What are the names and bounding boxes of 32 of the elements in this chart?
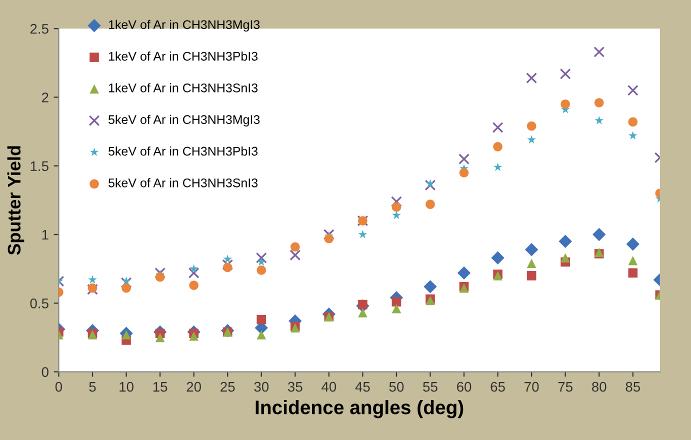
y-tick-label: 0.5 (30, 298, 48, 308)
y-tick-label: 1.5 (30, 161, 48, 172)
x-tick-label: 55 (423, 382, 438, 392)
legend-label: 5keV of Ar in CH3NH3SnI3 (108, 178, 258, 188)
x-tick-label: 15 (153, 382, 168, 392)
x-tick-label: 40 (322, 382, 336, 392)
x-tick-label: 45 (355, 382, 370, 392)
legend-label: 5keV of Ar in CH3NH3PbI3 (108, 146, 258, 156)
legend-label: 1keV of Ar in CH3NH3MgI3 (108, 20, 260, 32)
y-tick-label: 0 (42, 367, 48, 377)
x-tick-label: 20 (186, 382, 202, 392)
x-tick-label: 0 (55, 382, 62, 392)
x-tick-label: 60 (457, 382, 472, 392)
x-tick-label: 10 (120, 382, 134, 392)
x-tick-label: 70 (524, 382, 539, 392)
x-tick-label: 50 (389, 382, 404, 392)
x-tick-label: 30 (254, 382, 269, 392)
y-tick-label: 2 (42, 92, 48, 102)
legend-label: 1keV of Ar in CH3NH3SnI3 (108, 83, 258, 92)
legend-label: 5keV of Ar in CH3NH3MgI3 (108, 114, 260, 126)
y-axis-title: Sputter Yield (7, 146, 24, 255)
x-tick-label: 5 (89, 382, 96, 392)
y-tick-label: 1 (42, 230, 48, 240)
x-tick-label: 65 (490, 382, 505, 392)
x-tick-label: 75 (558, 382, 572, 392)
y-tick-label: 2.5 (30, 24, 48, 34)
x-tick-label: 35 (288, 382, 302, 392)
x-tick-label: 25 (220, 382, 235, 392)
x-tick-label: 85 (626, 382, 640, 392)
legend-label: 1keV of Ar in CH3NH3PbI3 (108, 52, 258, 61)
x-tick-label: 80 (592, 382, 606, 392)
x-axis-title: Incidence angles (deg) (256, 400, 464, 418)
